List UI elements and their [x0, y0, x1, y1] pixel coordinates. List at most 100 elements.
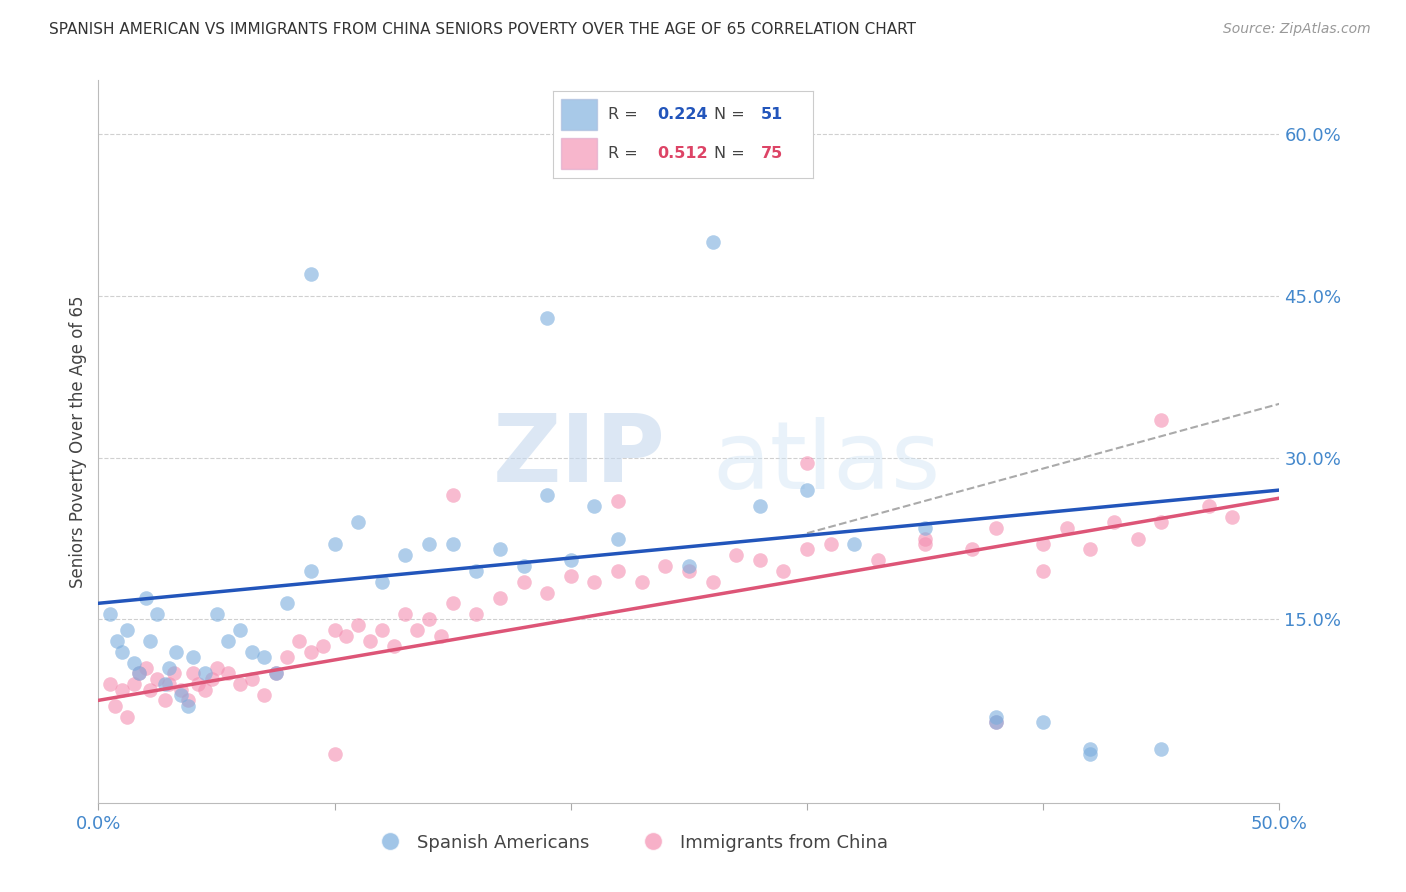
Point [122, 677, 145, 691]
Point [607, 493, 630, 508]
Point [299, 645, 322, 659]
Point [217, 634, 239, 648]
Point [170, 682, 193, 697]
Y-axis label: Seniors Poverty Over the Age of 65: Seniors Poverty Over the Age of 65 [69, 295, 87, 588]
Point [217, 666, 239, 681]
Point [253, 688, 276, 702]
Point [1126, 532, 1149, 546]
Point [229, 624, 252, 638]
Point [536, 585, 558, 599]
Point [153, 693, 176, 707]
Point [678, 558, 700, 573]
Point [157, 677, 180, 691]
Point [418, 612, 440, 626]
Point [394, 548, 416, 562]
Point [312, 640, 335, 654]
Point [194, 666, 217, 681]
Point [240, 672, 263, 686]
Point [914, 532, 936, 546]
Point [153, 677, 176, 691]
Point [177, 693, 200, 707]
Point [264, 666, 287, 681]
Text: SPANISH AMERICAN VS IMMIGRANTS FROM CHINA SENIORS POVERTY OVER THE AGE OF 65 COR: SPANISH AMERICAN VS IMMIGRANTS FROM CHIN… [49, 22, 917, 37]
Point [240, 645, 263, 659]
Point [1080, 542, 1102, 557]
Point [177, 698, 200, 713]
Point [146, 607, 169, 621]
Point [796, 483, 818, 497]
Point [1198, 500, 1220, 514]
Point [163, 666, 186, 681]
Point [914, 521, 936, 535]
Point [115, 709, 138, 723]
Point [796, 456, 818, 470]
Point [371, 574, 394, 589]
Point [205, 661, 228, 675]
Point [914, 537, 936, 551]
Point [748, 553, 770, 567]
Point [276, 650, 298, 665]
Point [702, 574, 724, 589]
Point [139, 682, 162, 697]
Point [607, 564, 630, 578]
Point [772, 564, 794, 578]
Point [299, 564, 322, 578]
Point [748, 500, 770, 514]
Point [115, 624, 138, 638]
Point [382, 640, 405, 654]
Point [1150, 742, 1173, 756]
Point [725, 548, 748, 562]
Point [323, 747, 346, 762]
Point [1150, 413, 1173, 427]
Point [98, 607, 121, 621]
Point [678, 564, 700, 578]
Point [187, 677, 209, 691]
Point [1080, 742, 1102, 756]
Point [335, 629, 357, 643]
Point [201, 672, 224, 686]
Point [441, 537, 464, 551]
Point [347, 618, 370, 632]
Point [1032, 714, 1054, 729]
Point [170, 688, 193, 702]
Legend: Spanish Americans, Immigrants from China: Spanish Americans, Immigrants from China [364, 826, 896, 859]
Point [135, 591, 157, 605]
Point [128, 666, 150, 681]
Point [98, 677, 121, 691]
Text: Source: ZipAtlas.com: Source: ZipAtlas.com [1223, 22, 1371, 37]
Point [583, 574, 606, 589]
Point [406, 624, 429, 638]
Point [105, 634, 128, 648]
Point [984, 714, 1007, 729]
Point [229, 677, 252, 691]
Point [111, 682, 134, 697]
Point [984, 714, 1007, 729]
Point [430, 629, 453, 643]
Point [288, 634, 311, 648]
Point [181, 650, 204, 665]
Point [607, 532, 630, 546]
Point [441, 596, 464, 610]
Point [371, 624, 394, 638]
Point [111, 645, 134, 659]
Point [128, 666, 150, 681]
Point [560, 569, 582, 583]
Text: atlas: atlas [713, 417, 941, 509]
Point [157, 661, 180, 675]
Point [465, 607, 488, 621]
Point [796, 542, 818, 557]
Point [820, 537, 842, 551]
Point [1102, 516, 1125, 530]
Text: ZIP: ZIP [492, 410, 665, 502]
Point [253, 650, 276, 665]
Point [146, 672, 169, 686]
Point [512, 574, 534, 589]
Point [1032, 564, 1054, 578]
Point [984, 521, 1007, 535]
Point [702, 235, 724, 249]
Point [866, 553, 889, 567]
Point [654, 558, 676, 573]
Point [264, 666, 287, 681]
Point [489, 591, 512, 605]
Point [844, 537, 866, 551]
